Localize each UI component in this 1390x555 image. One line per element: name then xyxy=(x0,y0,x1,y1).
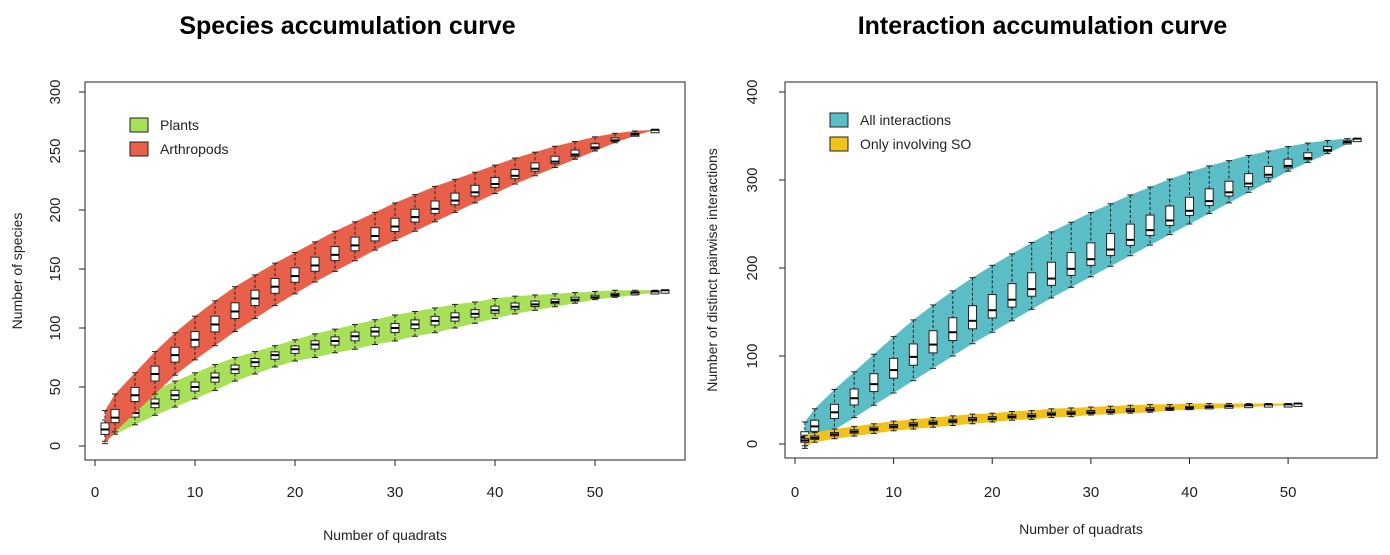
box xyxy=(1165,205,1175,226)
box xyxy=(1106,233,1116,256)
legend-label: Plants xyxy=(160,117,199,133)
x-tick-label: 30 xyxy=(1083,484,1100,501)
y-tick-label: 0 xyxy=(47,442,64,450)
box xyxy=(889,357,899,379)
box xyxy=(410,208,420,223)
x-tick-label: 0 xyxy=(91,484,99,501)
interaction-accumulation-chart: 0 10 20 30 40 50 0 100 200 300 400 Number of quadra… xyxy=(704,79,1378,537)
y-tick-label: 200 xyxy=(47,197,64,222)
box xyxy=(908,343,918,366)
box xyxy=(510,169,520,180)
chart-title: Interaction accumulation curve xyxy=(857,12,1228,40)
box xyxy=(1184,196,1194,216)
box xyxy=(869,373,879,393)
y-tick-label: 200 xyxy=(744,255,761,280)
box xyxy=(1224,180,1234,197)
legend-swatch xyxy=(829,136,849,152)
legend-label: Arthropods xyxy=(160,141,228,157)
legend-swatch xyxy=(129,141,149,157)
y-axis-label: Number of species xyxy=(9,213,25,330)
box xyxy=(570,149,580,157)
x-tick-label: 10 xyxy=(885,484,902,501)
box xyxy=(1303,152,1313,161)
species-panel: Species accumulation curve 0 10 20 30 40 50 0 5… xyxy=(0,0,695,550)
box xyxy=(1046,261,1056,286)
legend-swatch xyxy=(829,112,849,128)
y-tick-label: 50 xyxy=(47,379,64,396)
x-tick-label: 10 xyxy=(187,484,204,501)
legend-label: All interactions xyxy=(860,112,951,128)
box xyxy=(310,256,320,272)
box xyxy=(350,236,360,252)
box xyxy=(1244,173,1254,188)
box xyxy=(1323,146,1333,152)
box xyxy=(1204,188,1214,206)
box xyxy=(330,246,340,262)
legend-swatch xyxy=(129,117,149,133)
y-tick-label: 300 xyxy=(47,79,64,104)
y-axis-label: Number of distinct pairwise interactions xyxy=(704,148,720,392)
box xyxy=(1086,242,1096,266)
y-tick-label: 400 xyxy=(744,79,761,104)
box xyxy=(530,162,540,172)
x-tick-label: 20 xyxy=(984,484,1001,501)
species-accumulation-chart: 0 10 20 30 40 50 0 50 100 150 200 250 300 Number of q… xyxy=(9,79,686,543)
box xyxy=(290,267,300,283)
box xyxy=(1283,158,1293,169)
box xyxy=(1027,272,1037,297)
box xyxy=(110,408,120,424)
x-tick-label: 50 xyxy=(1280,484,1297,501)
box xyxy=(1125,223,1135,246)
y-tick-label: 0 xyxy=(744,440,761,448)
confidence-band xyxy=(804,138,1358,449)
x-tick-label: 40 xyxy=(1181,484,1198,501)
legend-label: Only involving SO xyxy=(860,136,971,152)
box xyxy=(987,294,997,319)
box xyxy=(928,330,938,354)
chart-title: Species accumulation curve xyxy=(179,12,516,40)
box xyxy=(1263,165,1273,178)
box xyxy=(450,192,460,206)
box xyxy=(1066,252,1076,276)
y-tick-label: 250 xyxy=(47,138,64,163)
legend: Plants Arthropods xyxy=(129,117,228,157)
y-tick-label: 100 xyxy=(744,343,761,368)
box xyxy=(590,143,600,150)
box xyxy=(370,227,380,242)
x-tick-label: 20 xyxy=(287,484,304,501)
x-tick-label: 40 xyxy=(487,484,504,501)
interaction-panel: Interaction accumulation curve 0 10 20 30 40… xyxy=(695,0,1390,550)
box xyxy=(430,200,440,214)
series-arthropods xyxy=(100,128,660,445)
legend: All interactions Only involving SO xyxy=(829,112,971,152)
box xyxy=(390,217,400,232)
box xyxy=(1007,283,1017,308)
x-tick-label: 30 xyxy=(387,484,404,501)
box xyxy=(470,184,480,197)
box xyxy=(948,317,958,342)
box xyxy=(550,155,560,165)
box xyxy=(1145,214,1155,236)
confidence-band xyxy=(105,290,665,442)
box xyxy=(968,305,978,330)
y-tick-label: 100 xyxy=(47,315,64,340)
x-tick-label: 0 xyxy=(791,484,799,501)
series-all-interactions xyxy=(800,137,1362,449)
y-tick-label: 300 xyxy=(744,167,761,192)
series-only-involving-so xyxy=(800,402,1303,447)
x-axis-label: Number of quadrats xyxy=(323,527,447,543)
x-tick-label: 50 xyxy=(587,484,604,501)
x-axis-label: Number of quadrats xyxy=(1019,521,1143,537)
y-tick-label: 150 xyxy=(47,256,64,281)
box xyxy=(849,388,859,406)
box xyxy=(490,176,500,188)
